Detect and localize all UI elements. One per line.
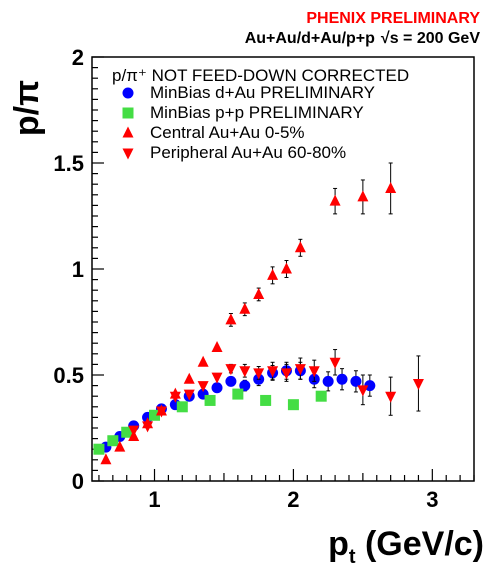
energy-value: s = 200 GeV xyxy=(390,30,481,47)
data-point xyxy=(336,373,348,385)
y-tick-label: 1.5 xyxy=(53,151,84,176)
data-point xyxy=(280,262,292,274)
data-point xyxy=(211,382,223,394)
x-tick-label: 3 xyxy=(426,487,438,512)
data-point xyxy=(280,368,292,380)
chart-header: PHENIX PRELIMINARY xyxy=(306,10,480,27)
data-point xyxy=(260,394,272,406)
axis-ticks xyxy=(92,56,475,482)
data-point xyxy=(308,366,320,378)
legend-marker xyxy=(122,107,134,119)
energy-label: √s = 200 GeV xyxy=(381,30,480,47)
data-point xyxy=(225,375,237,387)
x-tick-label: 1 xyxy=(148,487,160,512)
series-circle xyxy=(100,361,376,453)
data-point xyxy=(287,399,299,411)
data-point xyxy=(176,401,188,413)
legend: p/π⁺ NOT FEED-DOWN CORRECTED MinBias d+A… xyxy=(112,66,409,162)
series-triangle-down xyxy=(128,349,424,437)
y-tick-label: 1 xyxy=(72,257,84,282)
y-tick-label: 0 xyxy=(72,469,84,494)
data-point xyxy=(385,181,397,193)
x-axis-label-main: p xyxy=(328,525,349,563)
data-point xyxy=(329,357,341,369)
legend-title: p/π⁺ NOT FEED-DOWN CORRECTED xyxy=(112,66,409,85)
series-layer xyxy=(93,162,424,465)
data-point xyxy=(385,391,397,403)
chart-system-label: Au+Au/d+Au/p+p √s = 200 GeV xyxy=(245,30,481,47)
data-point xyxy=(107,435,119,447)
legend-marker xyxy=(122,126,134,138)
data-point xyxy=(100,453,112,465)
x-axis-label-unit: (GeV/c) xyxy=(356,525,484,563)
x-axis-label-sub: t xyxy=(349,546,356,565)
data-point xyxy=(155,406,167,418)
data-point xyxy=(197,381,209,393)
data-point xyxy=(204,394,216,406)
data-point xyxy=(211,340,223,352)
data-point xyxy=(329,194,341,206)
y-tick-label: 0.5 xyxy=(53,363,84,388)
data-point xyxy=(142,421,154,433)
data-point xyxy=(267,366,279,378)
y-tick-label: 2 xyxy=(72,45,84,70)
y-axis-label: p/π xyxy=(8,80,46,136)
system-name: Au+Au/d+Au/p+p xyxy=(245,30,375,47)
data-point xyxy=(232,388,244,400)
data-point xyxy=(294,364,306,376)
data-point xyxy=(93,443,105,455)
data-point xyxy=(253,368,265,380)
data-point xyxy=(211,372,223,384)
x-axis-label: pt (GeV/c) xyxy=(328,525,484,565)
data-point xyxy=(121,426,133,438)
legend-marker xyxy=(122,87,134,99)
data-point xyxy=(357,190,369,202)
axis-tick-labels: 1 2 3 0 0.5 1 1.5 2 xyxy=(53,45,438,512)
data-point xyxy=(183,389,195,401)
data-point xyxy=(183,372,195,384)
legend-label: Central Au+Au 0-5% xyxy=(150,123,305,142)
data-point xyxy=(357,385,369,397)
x-tick-label: 2 xyxy=(287,487,299,512)
data-point xyxy=(364,380,376,392)
data-point xyxy=(114,440,126,452)
data-point xyxy=(267,268,279,280)
data-point xyxy=(294,241,306,253)
legend-label: MinBias d+Au PRELIMINARY xyxy=(150,83,375,102)
data-point xyxy=(322,375,334,387)
data-point xyxy=(225,313,237,325)
data-point xyxy=(128,425,140,437)
data-point xyxy=(225,364,237,376)
data-point xyxy=(253,287,265,299)
data-point xyxy=(239,366,251,378)
data-point xyxy=(239,302,251,314)
legend-marker xyxy=(122,148,134,160)
series-square xyxy=(93,388,327,455)
energy-sqrt: √ xyxy=(381,30,390,47)
data-point xyxy=(350,375,362,387)
data-point xyxy=(315,390,327,402)
data-point xyxy=(169,391,181,403)
data-point xyxy=(149,409,161,421)
data-point xyxy=(412,378,424,390)
legend-label: Peripheral Au+Au 60-80% xyxy=(150,143,346,162)
data-point xyxy=(239,380,251,392)
data-point xyxy=(197,355,209,367)
legend-label: MinBias p+p PRELIMINARY xyxy=(150,103,364,122)
